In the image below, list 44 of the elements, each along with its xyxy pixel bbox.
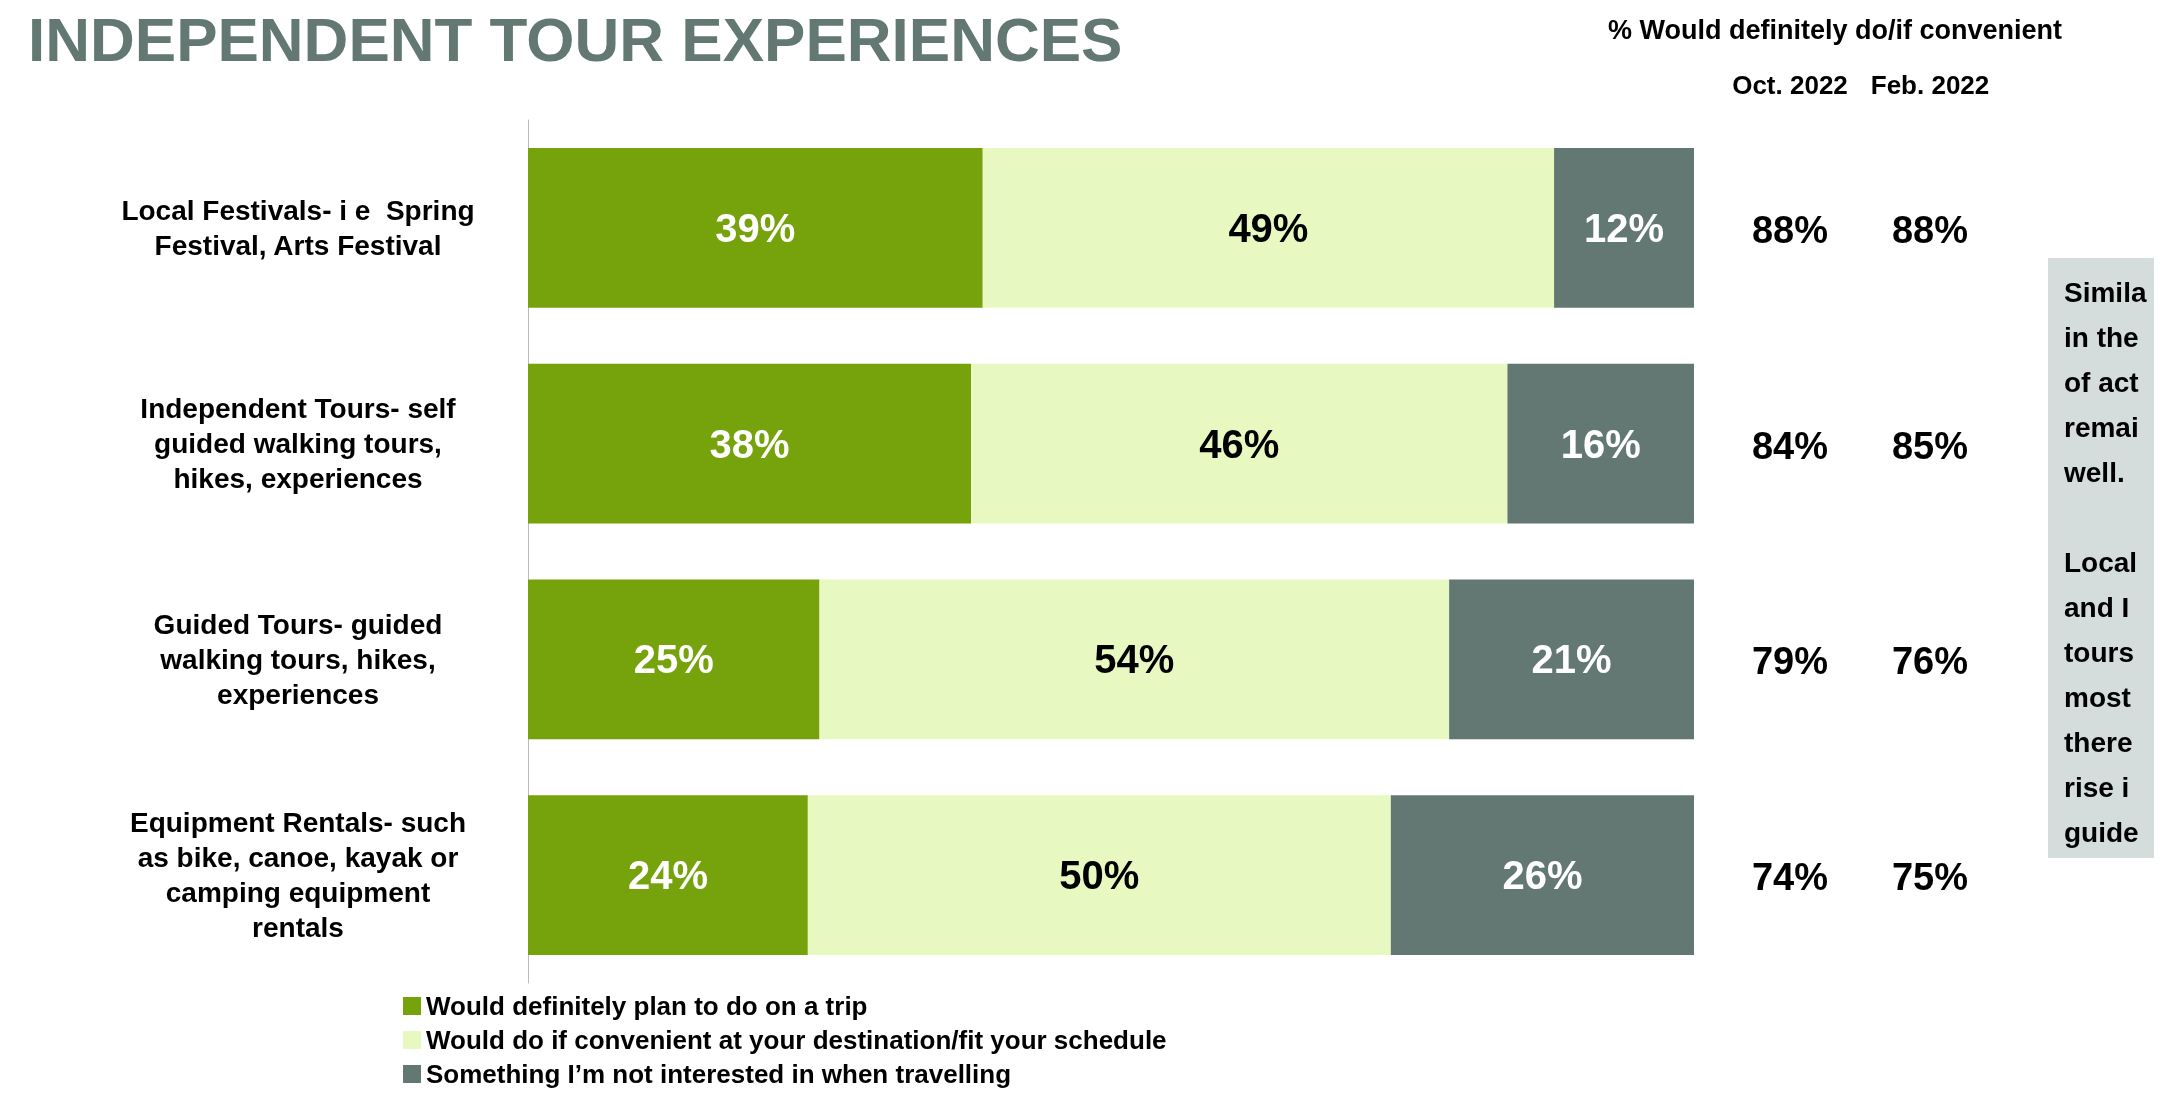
- bar: [528, 148, 983, 308]
- bar: [1390, 795, 1694, 955]
- bar: [528, 795, 808, 955]
- text: Feb. 2022: [1870, 70, 1990, 100]
- bar: [1507, 363, 1694, 524]
- data-label: 46%: [1199, 421, 1280, 466]
- y-tick-label: Guided Tours- guided walking tours, hikes, experiences: [153, 608, 443, 710]
- bar: [982, 148, 1555, 308]
- text: 75%: [1891, 856, 1969, 899]
- data-label: 26%: [1502, 853, 1583, 898]
- bar: [819, 579, 1450, 740]
- data-label: 39%: [715, 205, 796, 250]
- y-tick-label: Local Festivals- i e Spring Festival, Arts Festival: [121, 194, 475, 261]
- bar: [1449, 579, 1694, 740]
- text: 85%: [1891, 424, 1969, 467]
- text: Oct. 2022: [1732, 70, 1848, 100]
- text: 79%: [1751, 640, 1829, 683]
- bar: [807, 795, 1391, 955]
- bar: [1554, 148, 1694, 308]
- data-label: 38%: [709, 421, 790, 466]
- data-label: 16%: [1560, 421, 1641, 466]
- y-tick-label: Independent Tours- self guided walking tours, hikes, experiences: [140, 393, 457, 495]
- data-label: 12%: [1584, 205, 1665, 250]
- bar: [528, 579, 820, 740]
- chart-title: INDEPENDENT TOUR EXPERIENCES: [28, 4, 1123, 74]
- text: Simila in the of act remai well. Local and I tours most there rise i guide: [2064, 277, 2147, 848]
- legend-label: Would do if convenient at your destination/fit your schedule: [426, 1025, 1167, 1055]
- data-label: 25%: [633, 637, 714, 682]
- bar: [971, 363, 1508, 524]
- legend-label: Something I’m not interested in when travelling: [426, 1059, 1012, 1089]
- data-label: 54%: [1094, 637, 1175, 682]
- text: % Would definitely do/if convenient: [1608, 14, 2063, 45]
- data-label: 24%: [627, 853, 708, 898]
- data-label: 21%: [1531, 637, 1612, 682]
- text: 84%: [1751, 424, 1829, 467]
- text: 88%: [1751, 208, 1829, 251]
- text: 88%: [1891, 208, 1969, 251]
- text: 76%: [1891, 640, 1969, 683]
- y-tick-label: Equipment Rentals- such as bike, canoe, kayak or camping equipment rentals: [129, 807, 467, 944]
- data-label: 49%: [1228, 205, 1309, 250]
- bar: [528, 363, 972, 524]
- data-label: 50%: [1059, 853, 1140, 898]
- text: 74%: [1751, 856, 1829, 899]
- legend-label: Would definitely plan to do on a trip: [426, 991, 868, 1021]
